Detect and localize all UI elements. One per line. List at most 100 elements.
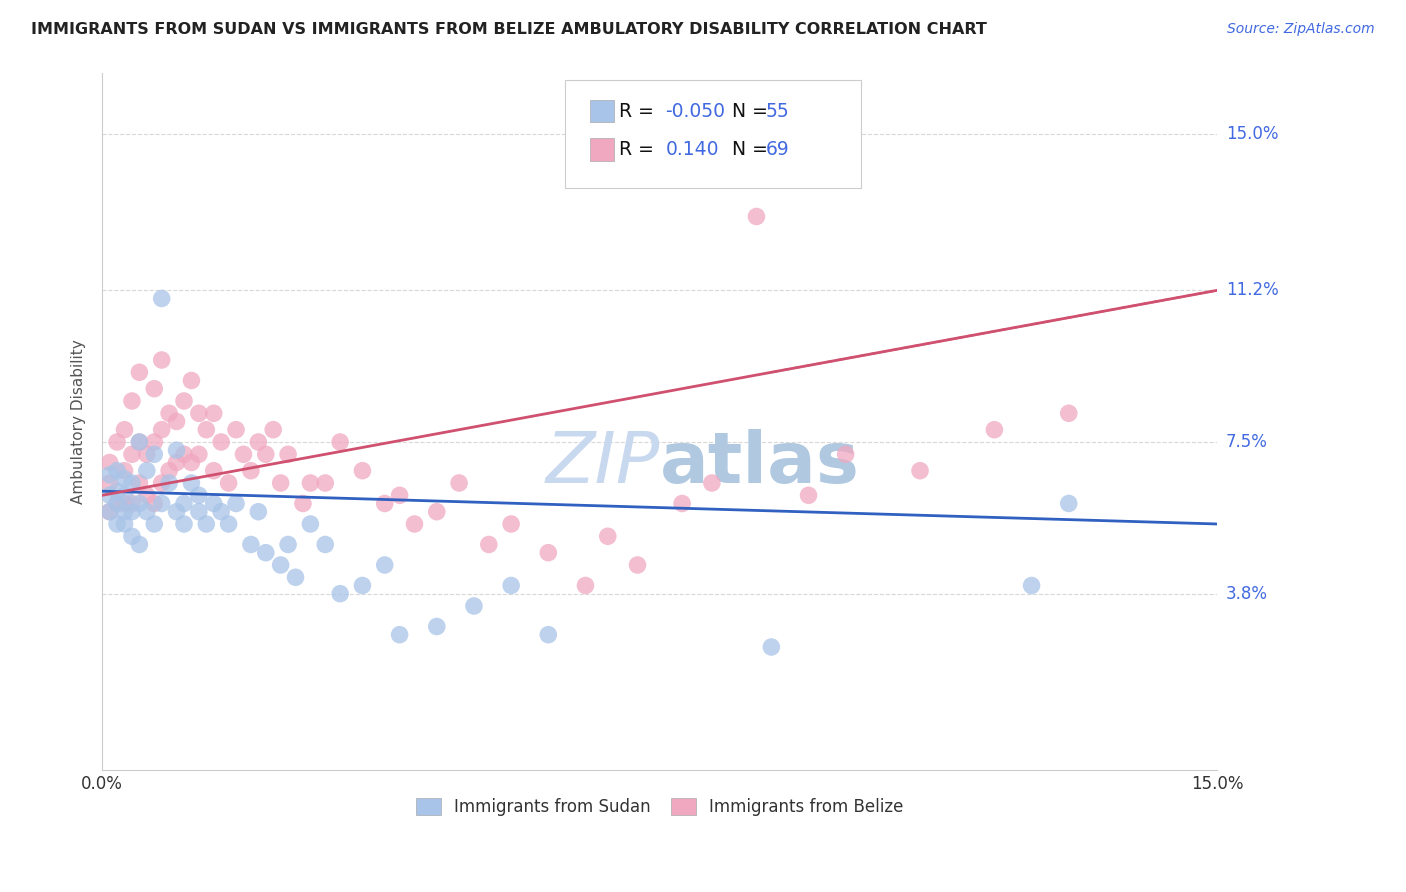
Point xyxy=(114,516,136,531)
Point xyxy=(173,394,195,409)
Point xyxy=(128,537,150,551)
Point xyxy=(834,447,856,461)
Point xyxy=(329,587,352,601)
Point xyxy=(150,292,173,306)
Point xyxy=(187,406,209,420)
Point xyxy=(314,475,336,490)
Point xyxy=(166,415,188,429)
Point xyxy=(284,570,307,584)
Point xyxy=(105,435,128,450)
Point xyxy=(187,488,209,502)
Text: R =: R = xyxy=(619,102,654,120)
Point xyxy=(374,496,396,510)
Point xyxy=(478,537,501,551)
Text: IMMIGRANTS FROM SUDAN VS IMMIGRANTS FROM BELIZE AMBULATORY DISABILITY CORRELATIO: IMMIGRANTS FROM SUDAN VS IMMIGRANTS FROM… xyxy=(31,22,987,37)
Point xyxy=(374,558,396,572)
Text: 15.0%: 15.0% xyxy=(1226,126,1278,144)
Point xyxy=(143,496,166,510)
Point xyxy=(195,423,218,437)
Point xyxy=(247,505,270,519)
Point xyxy=(254,546,277,560)
Point xyxy=(596,529,619,543)
Point xyxy=(270,558,292,572)
Legend: Immigrants from Sudan, Immigrants from Belize: Immigrants from Sudan, Immigrants from B… xyxy=(408,789,912,824)
Point xyxy=(180,374,202,388)
Point xyxy=(121,496,143,510)
Point xyxy=(463,599,485,613)
Point xyxy=(626,558,648,572)
Point xyxy=(225,423,247,437)
Text: Source: ZipAtlas.com: Source: ZipAtlas.com xyxy=(1227,22,1375,37)
Text: 3.8%: 3.8% xyxy=(1226,584,1268,603)
Point xyxy=(537,628,560,642)
Point xyxy=(135,505,157,519)
Point xyxy=(105,464,128,478)
Point xyxy=(98,505,121,519)
Text: 55: 55 xyxy=(766,102,790,120)
Point xyxy=(1057,406,1080,420)
Point xyxy=(388,628,411,642)
Point xyxy=(114,496,136,510)
Point xyxy=(277,447,299,461)
Point xyxy=(105,516,128,531)
Point xyxy=(426,619,449,633)
Point xyxy=(202,464,225,478)
Point xyxy=(352,578,374,592)
Point xyxy=(254,447,277,461)
Point xyxy=(983,423,1005,437)
Point xyxy=(98,475,121,490)
Point xyxy=(218,475,240,490)
Point xyxy=(209,435,232,450)
Point xyxy=(232,447,254,461)
Point xyxy=(114,472,136,486)
Point xyxy=(262,423,284,437)
Point xyxy=(121,447,143,461)
Point xyxy=(908,464,931,478)
Point xyxy=(98,505,121,519)
Point xyxy=(202,406,225,420)
Text: 69: 69 xyxy=(766,140,790,159)
Point xyxy=(426,505,449,519)
Point xyxy=(114,488,136,502)
Point xyxy=(501,578,523,592)
Point xyxy=(121,529,143,543)
Point xyxy=(143,447,166,461)
Text: R =: R = xyxy=(619,140,654,159)
Point xyxy=(195,516,218,531)
Point xyxy=(143,382,166,396)
Point xyxy=(173,516,195,531)
Point xyxy=(157,464,180,478)
Point xyxy=(166,455,188,469)
Point xyxy=(157,406,180,420)
Point xyxy=(114,464,136,478)
Point xyxy=(98,467,121,482)
Point xyxy=(166,505,188,519)
Point xyxy=(180,455,202,469)
Point xyxy=(121,505,143,519)
Point xyxy=(388,488,411,502)
Text: N =: N = xyxy=(733,102,768,120)
Text: N =: N = xyxy=(733,140,768,159)
Point xyxy=(166,443,188,458)
Point xyxy=(202,496,225,510)
Point xyxy=(449,475,471,490)
Y-axis label: Ambulatory Disability: Ambulatory Disability xyxy=(72,339,86,504)
Point xyxy=(143,516,166,531)
Point xyxy=(745,210,768,224)
Point xyxy=(299,516,322,531)
Point xyxy=(218,516,240,531)
Point xyxy=(299,475,322,490)
Point xyxy=(797,488,820,502)
Point xyxy=(98,455,121,469)
Point xyxy=(143,435,166,450)
Point xyxy=(277,537,299,551)
Point xyxy=(180,475,202,490)
Point xyxy=(105,484,128,499)
Point xyxy=(1057,496,1080,510)
Point xyxy=(135,447,157,461)
Point xyxy=(239,464,262,478)
Text: 0.140: 0.140 xyxy=(665,140,718,159)
Point xyxy=(314,537,336,551)
Text: 11.2%: 11.2% xyxy=(1226,281,1278,300)
Point xyxy=(98,488,121,502)
